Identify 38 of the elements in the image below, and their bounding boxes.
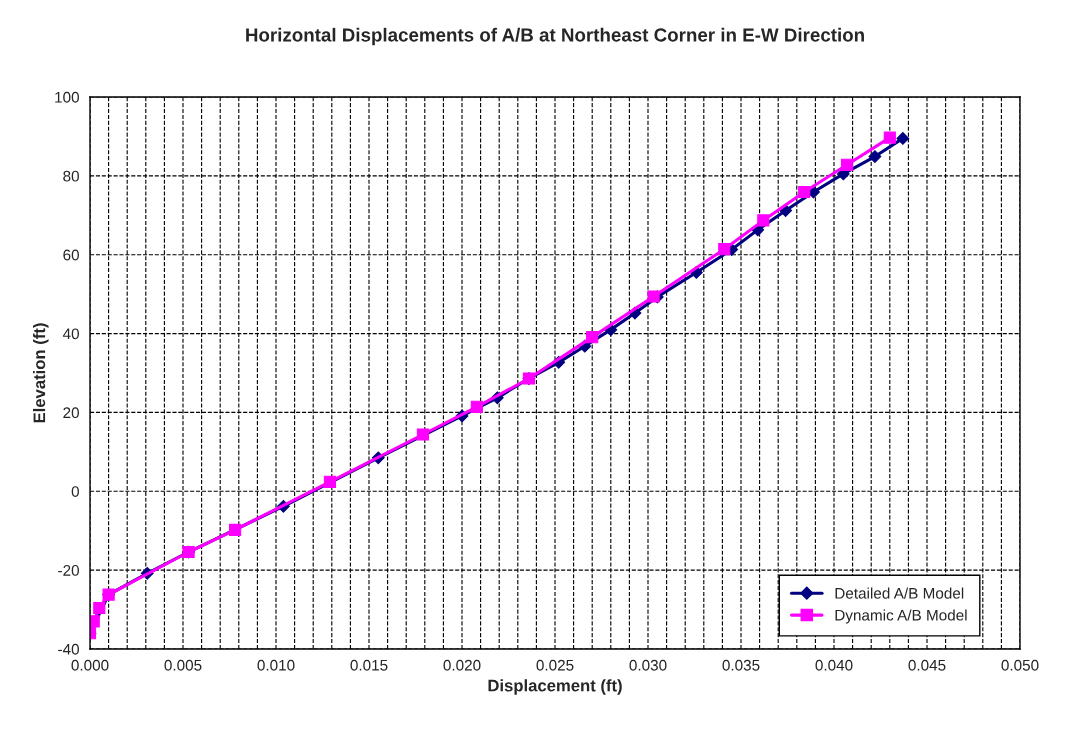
- point: [586, 331, 599, 344]
- y-tick-label: 0: [71, 486, 79, 497]
- point: [647, 290, 660, 303]
- x-tick-label: 0.000: [71, 659, 109, 671]
- point: [840, 158, 854, 171]
- point: [229, 523, 242, 536]
- x-axis-title: Displacement (ft): [488, 679, 622, 695]
- x-tick-label: 0.045: [908, 659, 946, 671]
- point: [718, 243, 731, 256]
- x-tick-label: 0.020: [443, 659, 481, 671]
- point: [93, 601, 106, 615]
- x-tick-label: 0.035: [722, 659, 760, 671]
- point: [470, 400, 483, 413]
- x-tick-label: 0.050: [1001, 659, 1039, 671]
- legend-label: Detailed A/B Model: [835, 587, 964, 599]
- y-tick-label: -20: [58, 565, 79, 576]
- y-tick-label: 40: [62, 328, 79, 340]
- point: [868, 150, 882, 163]
- x-tick-label: 0.040: [815, 659, 853, 671]
- point: [883, 131, 896, 144]
- y-axis-title: Elevation (ft): [33, 323, 49, 423]
- x-tick-label: 0.015: [350, 659, 388, 671]
- point: [896, 131, 910, 145]
- x-tick-label: 0.010: [257, 659, 295, 671]
- y-tick-label: 60: [63, 249, 79, 261]
- y-tick-label: 20: [63, 407, 79, 419]
- y-tick-label: -40: [58, 643, 79, 655]
- point: [323, 475, 337, 488]
- y-tick-label: 100: [55, 91, 79, 103]
- x-tick-label: 0.025: [536, 659, 574, 671]
- point: [416, 428, 430, 441]
- chart-title: Horizontal Displacements of A/B at Northeast Corner in E-W Direction: [246, 27, 864, 46]
- point: [798, 185, 811, 199]
- x-tick-label: 0.005: [164, 659, 202, 671]
- y-tick-label: 80: [63, 170, 79, 182]
- legend-label: Dynamic A/B Model: [835, 609, 967, 624]
- x-tick-label: 0.030: [629, 659, 667, 671]
- point: [757, 214, 770, 227]
